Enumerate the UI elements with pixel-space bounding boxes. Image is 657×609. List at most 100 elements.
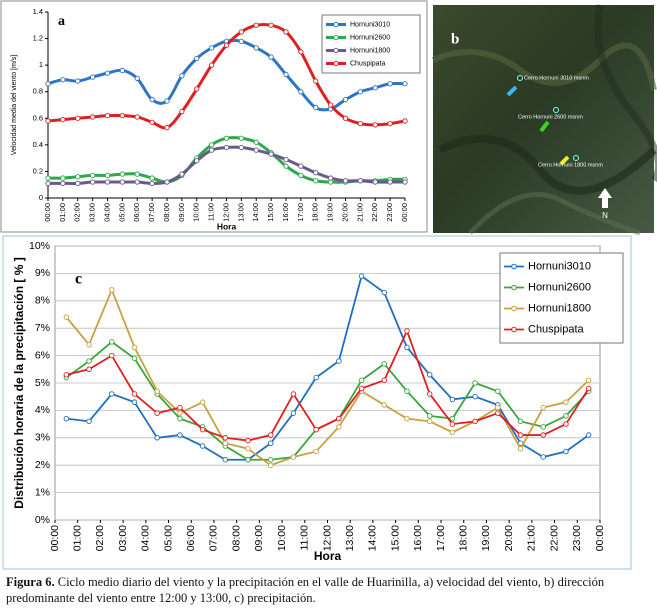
data-point [60, 180, 66, 187]
x-tick-label: 01:00 [71, 525, 83, 551]
data-point [267, 456, 274, 463]
x-tick-label: 08:00 [230, 525, 242, 551]
data-point [164, 98, 170, 104]
data-point [89, 114, 96, 120]
data-point [342, 115, 349, 121]
legend-label: Hornuni2600 [350, 34, 390, 41]
data-point [585, 432, 592, 438]
data-point [253, 45, 259, 51]
data-point [387, 179, 393, 185]
data-point [164, 124, 170, 131]
data-point [426, 418, 433, 425]
x-tick-label: 11:00 [207, 203, 216, 221]
data-point [495, 404, 501, 411]
data-point [404, 328, 410, 334]
data-point [495, 388, 501, 394]
x-tick-label: 07:00 [208, 525, 220, 551]
data-point [89, 179, 96, 185]
x-tick-label: 23:00 [571, 525, 583, 551]
data-point [104, 172, 111, 179]
x-tick-label: 00:00 [400, 203, 409, 222]
data-point [194, 55, 200, 62]
data-point [563, 413, 569, 419]
data-point [177, 432, 183, 438]
data-point [63, 415, 70, 422]
data-point [119, 67, 126, 74]
legend-box [499, 252, 624, 344]
data-point [177, 410, 183, 416]
data-point [563, 448, 569, 455]
data-point [298, 89, 304, 95]
x-tick-label: 16:00 [281, 203, 290, 222]
data-point [267, 432, 274, 438]
data-point [283, 163, 289, 169]
legend-marker [333, 21, 339, 28]
data-point [313, 448, 319, 455]
x-tick-label: 06:00 [185, 525, 197, 551]
legend-label: Hornuni2600 [528, 281, 591, 293]
data-point [404, 415, 410, 422]
data-point [449, 421, 456, 427]
x-tick-label: 15:00 [266, 203, 275, 222]
x-tick-label: 07:00 [147, 203, 156, 222]
data-point [89, 172, 96, 179]
site-label: Cerro Hornuni 2600 msnm [518, 114, 583, 120]
x-tick-label: 03:00 [117, 525, 129, 551]
data-point [60, 116, 66, 123]
data-point [154, 388, 160, 394]
data-point [267, 440, 274, 447]
data-point [358, 273, 365, 279]
x-tick-label: 00:00 [594, 525, 606, 551]
y-axis-title: Velocidad media del viento [m/s] [11, 55, 18, 155]
x-tick-label: 01:00 [58, 203, 67, 222]
y-tick-label: 1.4 [33, 7, 43, 16]
data-point [63, 372, 70, 378]
data-point [222, 456, 229, 463]
data-point [540, 404, 546, 411]
data-point [223, 144, 230, 151]
data-point [540, 432, 546, 438]
data-point [381, 402, 388, 408]
data-point [86, 418, 92, 425]
data-point [540, 424, 546, 430]
panel-label: a [58, 14, 65, 29]
data-point [238, 144, 245, 151]
x-tick-label: 00:00 [43, 203, 52, 222]
x-tick-label: 22:00 [548, 525, 560, 551]
data-point [104, 112, 111, 119]
data-point [372, 179, 378, 185]
series-line [66, 274, 590, 461]
data-point [298, 163, 304, 169]
x-tick-label: 11:00 [299, 525, 311, 551]
x-tick-label: 04:00 [102, 203, 111, 222]
x-tick-label: 09:00 [253, 525, 265, 551]
y-tick-label: 7% [35, 322, 50, 334]
y-tick-label: 0 [39, 193, 43, 202]
data-point [268, 54, 274, 60]
x-tick-label: 17:00 [296, 203, 305, 222]
y-tick-label: 5% [35, 377, 50, 389]
data-point [336, 358, 342, 364]
data-point [104, 70, 111, 76]
data-point [222, 440, 229, 447]
data-point [245, 437, 251, 444]
x-tick-label: 15:00 [389, 525, 401, 551]
x-tick-label: 20:00 [503, 525, 515, 551]
x-tick-label: 13:00 [344, 525, 356, 551]
y-axis-title: Distribución horaria de la precipitación… [12, 257, 26, 508]
caption-label: Figura 6. [6, 575, 55, 589]
data-point [253, 147, 259, 153]
x-tick-label: 09:00 [177, 203, 186, 222]
data-point [45, 81, 51, 87]
data-point [387, 81, 393, 87]
data-point [238, 38, 245, 44]
data-point [208, 45, 215, 51]
y-tick-label: 0.4 [33, 140, 43, 149]
x-tick-label: 10:00 [192, 203, 201, 222]
x-tick-label: 06:00 [132, 203, 141, 222]
data-point [134, 171, 140, 177]
legend-label: Hornuni3010 [528, 260, 591, 272]
data-point [149, 119, 155, 125]
data-point [131, 399, 138, 405]
